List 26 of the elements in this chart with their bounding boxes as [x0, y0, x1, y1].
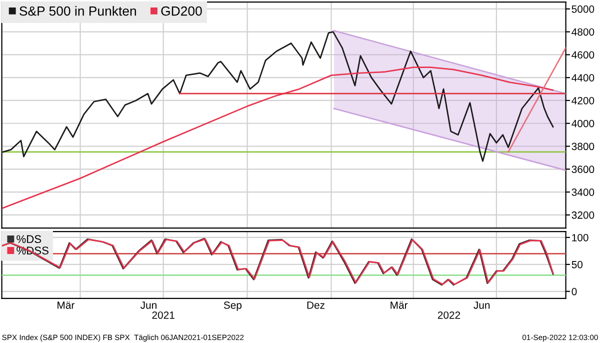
y-tick-label: 5000: [572, 5, 594, 13]
y-tick-label: 4800: [572, 28, 594, 36]
line-series: [2, 31, 554, 162]
y-tick-label: 3800: [572, 142, 594, 150]
line-series: [2, 66, 554, 209]
y-tick-label: 3600: [572, 166, 594, 174]
x-tick-label: Dez: [307, 302, 324, 309]
y-tick-label: 4600: [572, 51, 594, 59]
x-tick-label: Jun: [140, 302, 156, 309]
x-tick-label: Jun: [474, 302, 490, 309]
y-tick-label: 4200: [572, 96, 594, 104]
x2-tick-label: 2021: [152, 311, 174, 319]
y-tick-label: 3400: [572, 188, 594, 196]
legend-label: S&P 500 in Punkten: [20, 6, 136, 16]
y-tick-label: 4400: [572, 74, 594, 82]
y-tick-label: 100: [572, 234, 588, 242]
legend-label: GD200: [161, 6, 202, 16]
x-tick-label: Mär: [58, 302, 74, 309]
y-tick-label: 4000: [572, 120, 594, 128]
y-tick-label: 0: [572, 288, 577, 296]
x-tick-label: Mär: [390, 302, 408, 309]
x2-tick-label: 2022: [438, 311, 460, 319]
legend-label: %DS: [16, 235, 42, 244]
y-tick-label: 50: [572, 260, 583, 268]
y-tick-label: 3200: [572, 211, 594, 219]
x-tick-label: Sep: [224, 301, 242, 311]
